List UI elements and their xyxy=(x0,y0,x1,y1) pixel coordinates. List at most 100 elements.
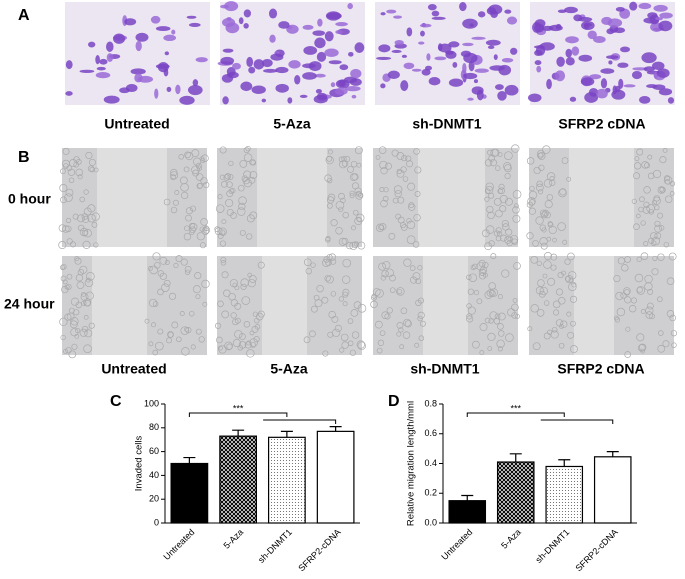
cell xyxy=(638,206,644,213)
cell xyxy=(463,72,478,80)
cell xyxy=(581,20,595,31)
cell xyxy=(278,21,290,29)
cell xyxy=(83,229,92,238)
cell xyxy=(240,81,253,92)
cell xyxy=(99,58,108,65)
cell xyxy=(501,269,510,278)
micrograph xyxy=(58,147,211,250)
cell xyxy=(539,209,548,217)
cell xyxy=(510,47,518,55)
cell xyxy=(500,234,508,242)
panel-label: B xyxy=(18,149,30,166)
cell xyxy=(241,296,251,305)
cell xyxy=(538,164,545,171)
cell xyxy=(642,206,651,214)
cell xyxy=(353,301,362,309)
cell xyxy=(651,236,661,246)
cell xyxy=(170,171,179,180)
row-label: 0 hour xyxy=(8,191,51,207)
cell xyxy=(351,182,359,190)
cell xyxy=(189,222,196,230)
cell xyxy=(403,318,412,327)
error-bar xyxy=(558,459,571,467)
cell xyxy=(338,192,345,200)
cell xyxy=(400,307,408,315)
cell xyxy=(88,322,95,329)
cell xyxy=(633,172,641,180)
cell xyxy=(217,300,224,308)
cell xyxy=(636,256,642,262)
cell xyxy=(493,54,498,60)
cell xyxy=(536,180,543,188)
cell xyxy=(656,296,663,303)
cell xyxy=(499,205,507,213)
cell xyxy=(382,195,389,202)
cell xyxy=(640,252,649,260)
cell xyxy=(95,55,100,65)
error-bar xyxy=(329,426,342,432)
cell xyxy=(275,66,289,74)
cell xyxy=(163,198,171,206)
cell xyxy=(152,301,159,307)
cell xyxy=(155,26,171,32)
cell xyxy=(406,27,413,37)
cell xyxy=(399,222,406,229)
cell xyxy=(393,185,403,194)
cell xyxy=(658,225,665,231)
cell xyxy=(316,51,327,62)
cell xyxy=(328,253,337,261)
cell xyxy=(396,289,403,295)
cell xyxy=(72,213,79,220)
cell xyxy=(294,75,301,85)
cell xyxy=(74,256,80,262)
significance-bracket xyxy=(540,419,614,424)
cell xyxy=(230,212,237,219)
cell xyxy=(402,331,411,339)
cell xyxy=(254,324,261,330)
cell xyxy=(655,17,663,21)
wound-gap xyxy=(423,256,468,355)
cell xyxy=(386,9,397,14)
cell xyxy=(654,220,661,227)
cell xyxy=(564,6,578,14)
cell xyxy=(237,345,243,351)
cell xyxy=(342,301,348,307)
cell xyxy=(341,341,349,349)
cell xyxy=(269,34,276,43)
cell xyxy=(275,83,289,93)
cell xyxy=(345,241,354,250)
cell xyxy=(75,168,83,177)
cell xyxy=(663,241,669,248)
cell xyxy=(543,332,551,340)
cell xyxy=(232,338,241,348)
cell xyxy=(401,54,407,58)
cell xyxy=(325,259,332,266)
micrograph xyxy=(527,1,675,105)
cell xyxy=(636,286,645,295)
cell xyxy=(420,30,425,37)
cell xyxy=(445,50,457,59)
cell xyxy=(341,275,351,284)
cell xyxy=(261,98,267,103)
cell xyxy=(635,213,641,219)
cell xyxy=(638,2,652,10)
cell xyxy=(621,264,629,272)
cell xyxy=(299,94,308,98)
cell xyxy=(664,195,673,203)
bar xyxy=(316,430,355,524)
cell xyxy=(188,22,201,27)
cell xyxy=(406,220,416,230)
cell xyxy=(65,60,73,70)
cell xyxy=(154,341,164,351)
cell xyxy=(482,229,490,238)
x-tick-label: SFRP2-cDNA xyxy=(296,527,342,573)
cell xyxy=(467,306,476,315)
cell xyxy=(62,279,68,285)
micrograph xyxy=(373,144,522,251)
cell xyxy=(243,321,251,328)
cell xyxy=(438,43,452,53)
cell xyxy=(248,66,256,74)
cell xyxy=(654,224,663,233)
cell xyxy=(556,56,565,67)
y-tick-label: 40 xyxy=(149,470,159,480)
